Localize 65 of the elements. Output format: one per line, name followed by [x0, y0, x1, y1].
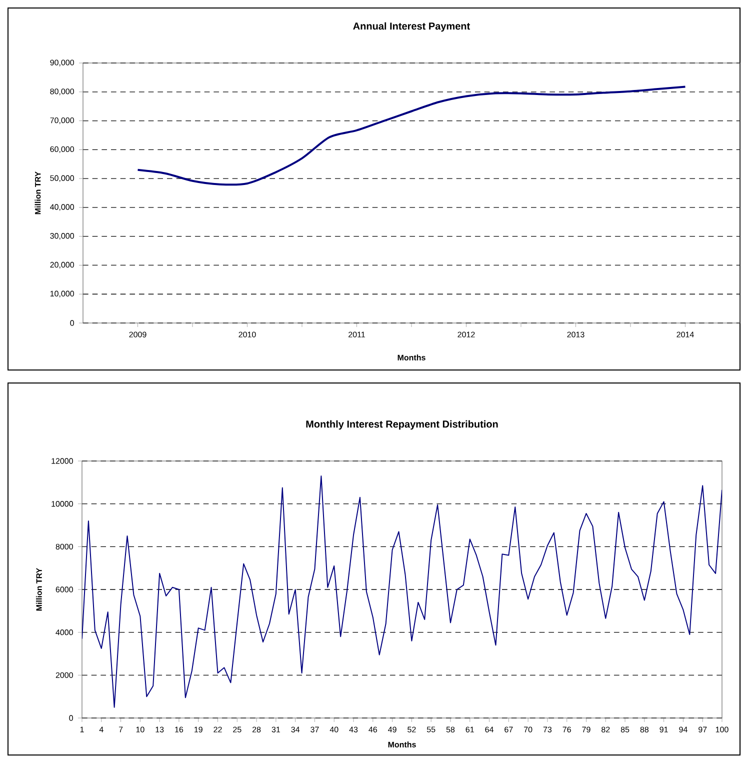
x-tick-label: 73 [543, 726, 552, 732]
x-tick-label: 43 [349, 726, 358, 732]
x-tick-label: 19 [194, 726, 202, 732]
x-tick-label: 88 [640, 726, 649, 732]
x-tick-label: 16 [175, 726, 184, 732]
x-axis-title: Months [398, 354, 426, 360]
x-tick-label: 2012 [458, 332, 475, 338]
y-tick-label: 0 [69, 715, 73, 721]
x-tick-label: 2009 [129, 332, 146, 338]
x-tick-label: 2010 [238, 332, 256, 338]
line-series [136, 86, 686, 186]
x-tick-label: 13 [156, 726, 164, 732]
x-tick-label: 64 [485, 726, 494, 732]
y-tick-label: 20,000 [50, 262, 74, 269]
y-tick-label: 10,000 [50, 290, 74, 298]
x-tick-label: 82 [602, 726, 610, 732]
x-tick-label: 1 [80, 726, 84, 732]
y-tick-label: 2000 [56, 672, 73, 678]
x-tick-label: 61 [466, 726, 474, 732]
x-tick-label: 2011 [348, 332, 365, 338]
x-tick-label: 2014 [676, 332, 694, 338]
x-tick-label: 37 [310, 726, 319, 732]
x-tick-label: 55 [426, 726, 436, 732]
x-tick-label: 76 [562, 726, 571, 732]
x-tick-label: 97 [698, 726, 707, 732]
x-tick-label: 28 [252, 726, 261, 732]
y-tick-label: 60,000 [50, 146, 74, 153]
y-axis-title: Million TRY [36, 568, 42, 611]
y-tick-label: 90,000 [50, 60, 74, 66]
y-tick-label: 4000 [56, 630, 73, 636]
x-tick-label: 25 [233, 726, 242, 732]
x-tick-label: 34 [291, 726, 300, 732]
x-tick-label: 52 [408, 726, 416, 732]
y-tick-label: 30,000 [50, 233, 74, 240]
y-tick-label: 50,000 [50, 175, 74, 182]
x-tick-label: 40 [330, 726, 338, 732]
y-tick-label: 12000 [52, 458, 73, 464]
chart-title: Monthly Interest Repayment Distribution [306, 420, 498, 430]
y-tick-label: 70,000 [50, 117, 74, 124]
x-tick-label: 79 [582, 726, 590, 732]
x-tick-label: 94 [679, 726, 688, 732]
y-axis-title: Million TRY [34, 171, 41, 214]
x-tick-label: 31 [272, 726, 280, 732]
y-tick-label: 40,000 [50, 204, 74, 211]
x-tick-label: 58 [446, 726, 455, 732]
x-tick-label: 4 [99, 726, 104, 732]
x-tick-label: 22 [214, 726, 222, 732]
y-tick-label: 80,000 [50, 88, 74, 96]
y-tick-label: 0 [70, 320, 74, 326]
x-tick-label: 67 [504, 726, 513, 732]
x-tick-label: 10 [136, 726, 144, 732]
y-tick-label: 10000 [52, 501, 73, 507]
x-tick-label: 49 [388, 726, 396, 732]
x-tick-label: 2013 [567, 332, 584, 338]
x-tick-label: 91 [660, 726, 668, 732]
x-tick-label: 100 [716, 726, 728, 732]
x-tick-label: 70 [524, 726, 532, 732]
line-series [82, 475, 722, 708]
x-axis-title: Months [388, 742, 416, 748]
y-tick-label: 8000 [56, 544, 73, 550]
x-tick-label: 46 [368, 726, 378, 732]
x-tick-label: 7 [118, 726, 123, 732]
chart-title: Annual Interest Payment [353, 22, 470, 32]
x-tick-label: 85 [620, 726, 630, 732]
y-tick-label: 6000 [56, 586, 73, 592]
